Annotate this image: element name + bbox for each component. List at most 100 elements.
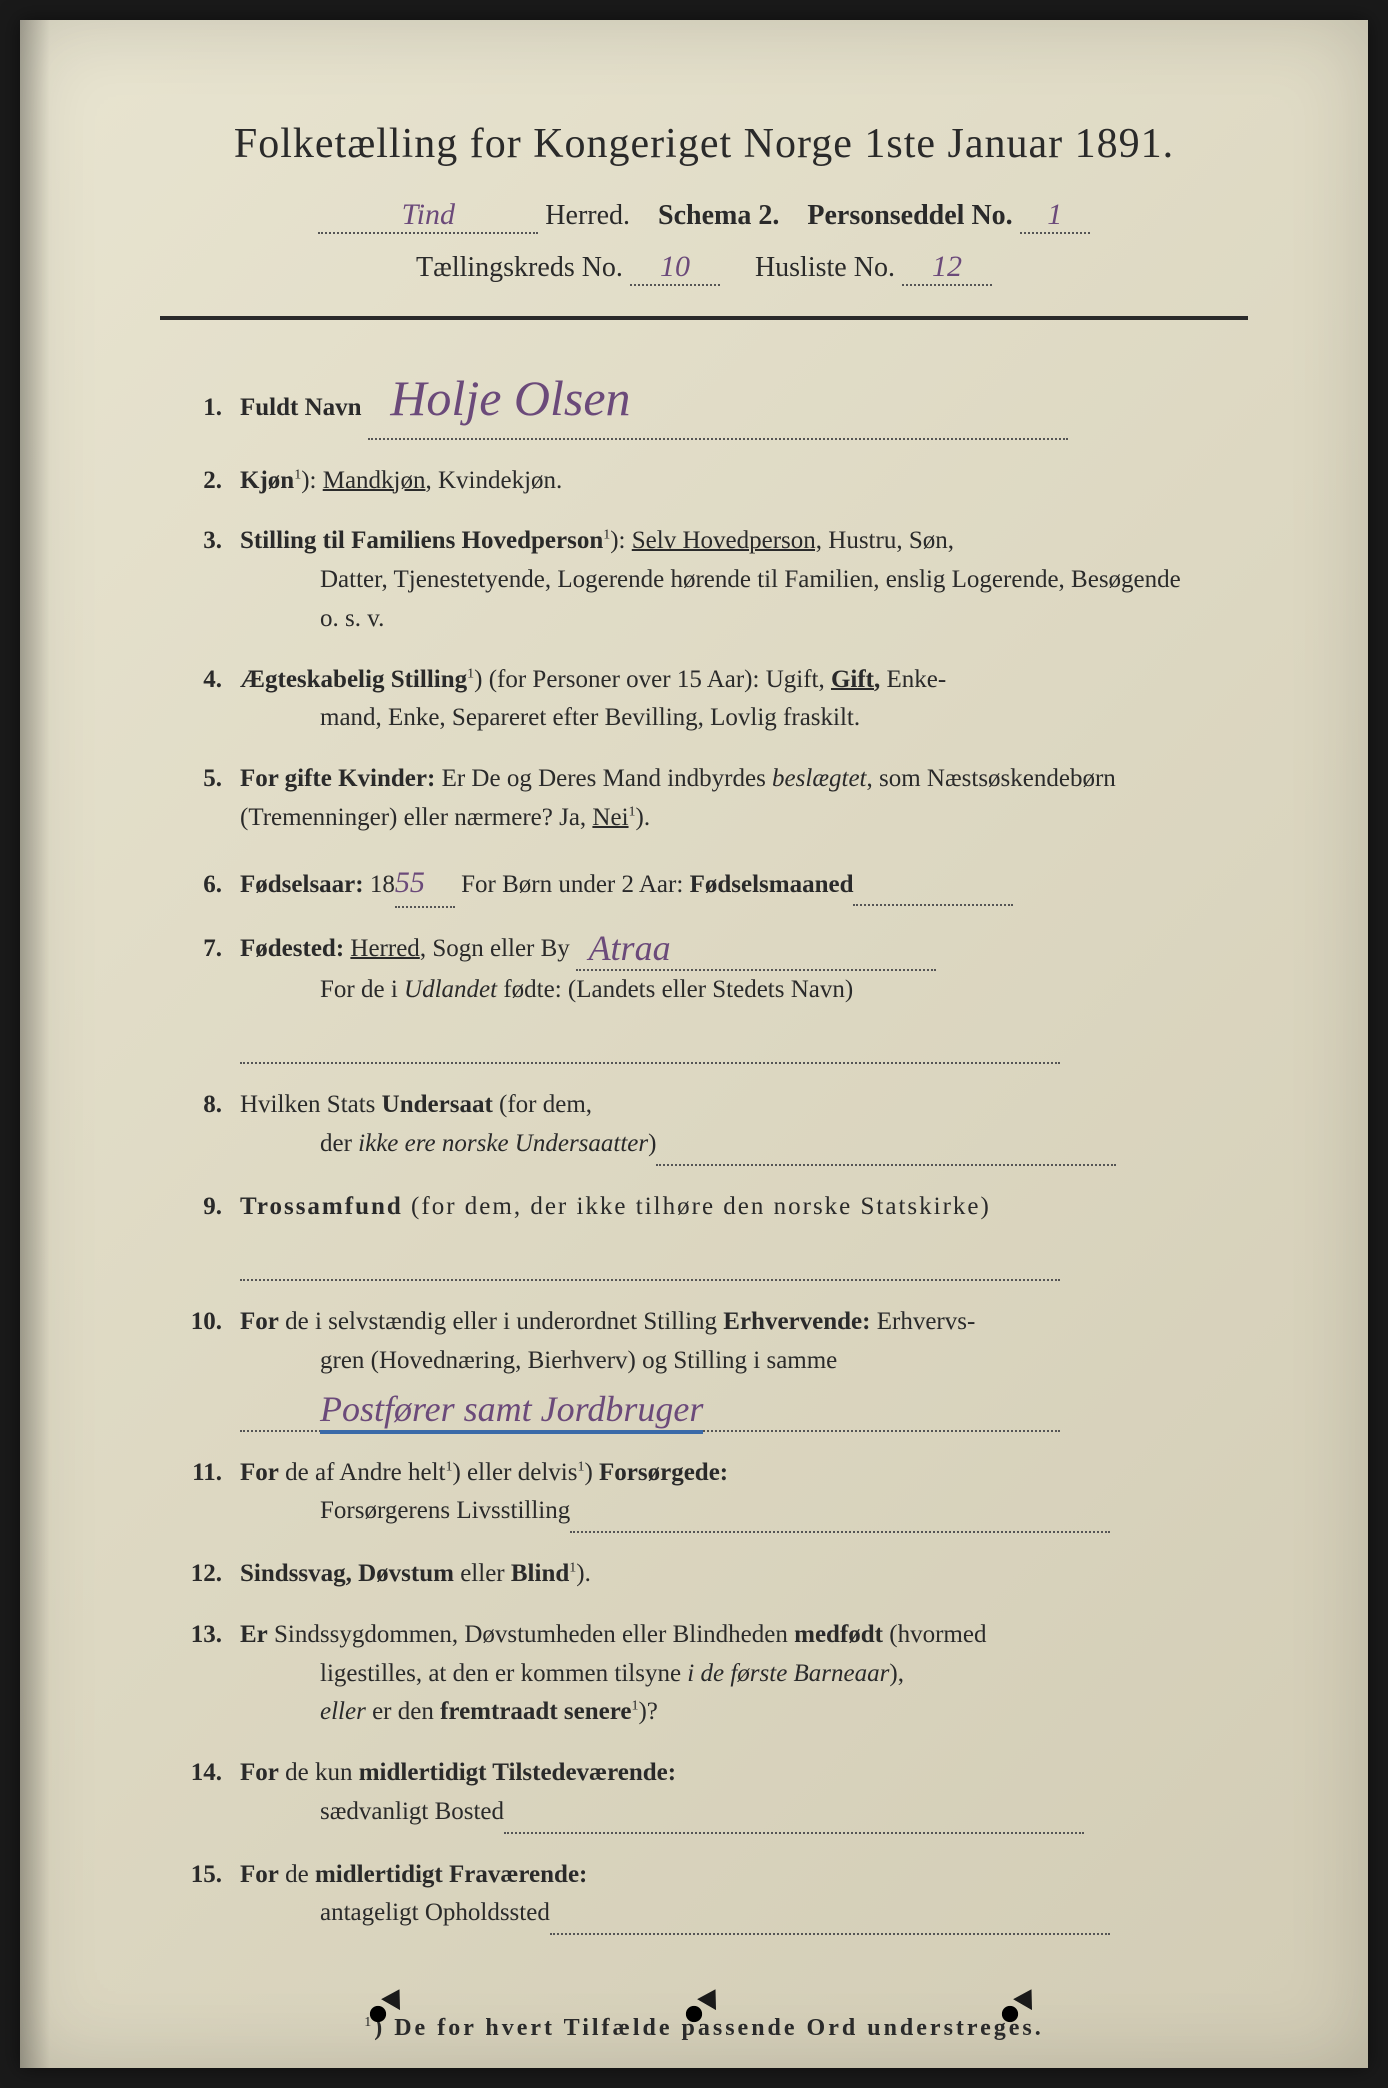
item-number: 13. <box>180 1616 240 1655</box>
item-body: Hvilken Stats Undersaat (for dem, der ik… <box>240 1086 1248 1166</box>
item-number: 5. <box>180 760 240 799</box>
field-label: For <box>240 1308 279 1335</box>
occupation-field: Postfører samt Jordbruger <box>240 1391 1060 1432</box>
field-label: For <box>240 1861 279 1888</box>
field-label: Fødested: <box>240 935 344 962</box>
item-body: For de kun midlertidigt Tilstedeværende:… <box>240 1754 1248 1834</box>
item-1: 1. Fuldt Navn Holje Olsen <box>180 360 1248 440</box>
punch-hole-icon <box>364 2000 392 2028</box>
item-9: 9. Trossamfund (for dem, der ikke tilhør… <box>180 1188 1248 1282</box>
item-continuation: der ikke ere norske Undersaatter) <box>240 1125 1248 1166</box>
item-body: Fødested: Herred, Sogn eller By Atraa Fo… <box>240 930 1248 1064</box>
usual-residence-field <box>504 1793 1084 1834</box>
field-label: Fuldt Navn <box>240 394 362 421</box>
personseddel-label: Personseddel No. <box>807 200 1012 231</box>
header-line-1: Tind Herred. Schema 2. Personseddel No. … <box>160 198 1248 234</box>
field-label: For <box>240 1759 279 1786</box>
item-12: 12. Sindssvag, Døvstum eller Blind1). <box>180 1555 1248 1594</box>
item-8: 8. Hvilken Stats Undersaat (for dem, der… <box>180 1086 1248 1166</box>
item-number: 4. <box>180 661 240 700</box>
item-body: For de midlertidigt Fraværende: antageli… <box>240 1856 1248 1936</box>
item-15: 15. For de midlertidigt Fraværende: anta… <box>180 1856 1248 1936</box>
form-items: 1. Fuldt Navn Holje Olsen 2. Kjøn1): Man… <box>160 360 1248 1935</box>
footnote-ref: 1 <box>629 804 636 819</box>
divider <box>160 316 1248 320</box>
item-continuation: sædvanligt Bosted <box>240 1793 1248 1834</box>
birthplace-field: Atraa <box>576 930 936 971</box>
field-label: Er <box>240 1621 268 1648</box>
selected-option: Selv Hovedperson, <box>632 527 822 554</box>
birth-year-field: 55 <box>395 860 455 909</box>
field-label: Stilling til Familiens Hovedperson <box>240 527 603 554</box>
item-4: 4. Ægteskabelig Stilling1) (for Personer… <box>180 661 1248 739</box>
item-10: 10. For de i selvstændig eller i underor… <box>180 1303 1248 1431</box>
item-continuation: ligestilles, at den er kommen tilsyne i … <box>240 1655 1248 1694</box>
item-body: Fuldt Navn Holje Olsen <box>240 360 1248 440</box>
item-continuation: eller er den fremtraadt senere1)? <box>240 1693 1248 1732</box>
item-continuation: gren (Hovednæring, Bierhverv) og Stillin… <box>240 1342 1248 1381</box>
personseddel-field: 1 <box>1020 198 1090 234</box>
current-residence-field <box>550 1894 1110 1935</box>
selected-option: Nei <box>592 804 628 831</box>
foreign-birthplace-field <box>240 1024 1060 1065</box>
option-continuation: mand, Enke, Separeret efter Bevilling, L… <box>240 699 1248 738</box>
item-7: 7. Fødested: Herred, Sogn eller By Atraa… <box>180 930 1248 1064</box>
item-14: 14. For de kun midlertidigt Tilstedevære… <box>180 1754 1248 1834</box>
religion-field <box>240 1241 1060 1282</box>
husliste-field: 12 <box>902 250 992 286</box>
item-body: For de i selvstændig eller i underordnet… <box>240 1303 1248 1431</box>
item-2: 2. Kjøn1): Mandkjøn, Kvindekjøn. <box>180 462 1248 501</box>
option-continuation: o. s. v. <box>240 600 1248 639</box>
item-number: 9. <box>180 1188 240 1227</box>
tallingskreds-field: 10 <box>630 250 720 286</box>
item-number: 8. <box>180 1086 240 1125</box>
selected-option: Gift, <box>831 666 880 693</box>
item-number: 11. <box>180 1454 240 1493</box>
item-body: Ægteskabelig Stilling1) (for Personer ov… <box>240 661 1248 739</box>
item-13: 13. Er Sindssygdommen, Døvstumheden elle… <box>180 1616 1248 1732</box>
item-11: 11. For de af Andre helt1) eller delvis1… <box>180 1454 1248 1534</box>
husliste-label: Husliste No. <box>755 252 895 283</box>
provider-field <box>570 1492 1110 1533</box>
item-number: 3. <box>180 522 240 561</box>
field-label: Trossamfund <box>240 1193 403 1220</box>
item-number: 6. <box>180 866 240 905</box>
field-label: Fødselsaar: <box>240 871 364 898</box>
item-number: 2. <box>180 462 240 501</box>
item-continuation: For de i Udlandet fødte: (Landets eller … <box>240 971 1248 1010</box>
herred-field: Tind <box>318 198 538 234</box>
item-3: 3. Stilling til Familiens Hovedperson1):… <box>180 522 1248 638</box>
item-body: For gifte Kvinder: Er De og Deres Mand i… <box>240 760 1248 838</box>
field-label: Sindssvag, Døvstum <box>240 1560 454 1587</box>
item-number: 12. <box>180 1555 240 1594</box>
field-label: Blind <box>511 1560 569 1587</box>
field-label: Forsørgede: <box>599 1459 728 1486</box>
field-label: Kjøn <box>240 467 294 494</box>
field-label: Ægteskabelig Stilling <box>240 666 467 693</box>
field-label: Erhvervende: <box>723 1308 870 1335</box>
field-label: For <box>240 1459 279 1486</box>
item-body: Fødselsaar: 1855 For Børn under 2 Aar: F… <box>240 860 1248 909</box>
punch-holes <box>20 2000 1368 2028</box>
item-number: 14. <box>180 1754 240 1793</box>
field-label: midlertidigt Fraværende: <box>315 1861 587 1888</box>
birth-month-field <box>853 866 1013 907</box>
option: Kvindekjøn. <box>438 467 562 494</box>
item-body: Stilling til Familiens Hovedperson1): Se… <box>240 522 1248 638</box>
item-number: 15. <box>180 1856 240 1895</box>
punch-hole-icon <box>680 2000 708 2028</box>
item-number: 7. <box>180 930 240 969</box>
field-label: For gifte Kvinder: <box>240 765 435 792</box>
field-label: Undersaat <box>382 1091 493 1118</box>
item-body: Kjøn1): Mandkjøn, Kvindekjøn. <box>240 462 1248 501</box>
item-number: 1. <box>180 389 240 428</box>
schema-label: Schema 2. <box>658 200 779 231</box>
item-6: 6. Fødselsaar: 1855 For Børn under 2 Aar… <box>180 860 1248 909</box>
field-label: medfødt <box>794 1621 883 1648</box>
item-number: 10. <box>180 1303 240 1342</box>
selected-option: Herred <box>350 935 419 962</box>
item-continuation: antageligt Opholdssted <box>240 1894 1248 1935</box>
name-field: Holje Olsen <box>368 360 1068 440</box>
citizenship-field <box>656 1125 1116 1166</box>
item-body: Sindssvag, Døvstum eller Blind1). <box>240 1555 1248 1594</box>
